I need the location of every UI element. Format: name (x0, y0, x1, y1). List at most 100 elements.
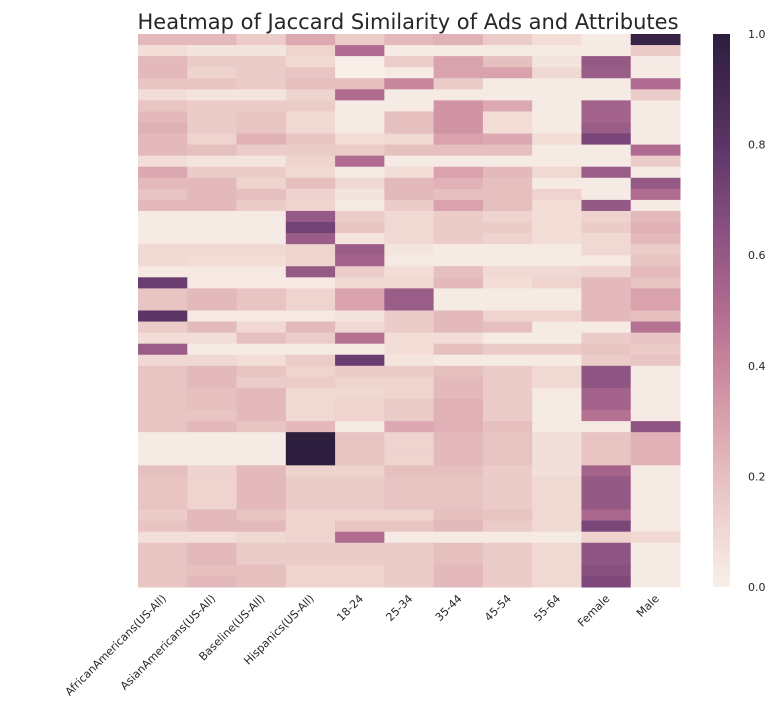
heatmap-cell (187, 487, 238, 500)
heatmap-cell (482, 432, 533, 444)
heatmap-cell (285, 299, 336, 311)
heatmap-cell (630, 111, 681, 123)
heatmap-cell (335, 100, 385, 112)
heatmap-cell (335, 410, 385, 422)
heatmap-cell (384, 277, 435, 289)
heatmap-cell (482, 122, 533, 135)
heatmap-cell (532, 144, 582, 157)
heatmap-cell (236, 244, 287, 256)
heatmap-cell (433, 553, 484, 566)
heatmap-cell (138, 255, 188, 267)
heatmap-cell (433, 56, 484, 68)
heatmap-cell (384, 575, 435, 588)
heatmap-cells (138, 34, 681, 588)
heatmap-cell (384, 398, 435, 411)
heatmap-cell (285, 100, 336, 112)
heatmap-cell (285, 542, 336, 555)
heatmap-cell (581, 509, 632, 522)
heatmap-cell (433, 410, 484, 422)
heatmap-cell (433, 332, 484, 345)
heatmap-cell (187, 255, 238, 267)
heatmap-cell (335, 78, 385, 90)
heatmap-cell (285, 432, 336, 444)
heatmap-cell (532, 410, 582, 422)
heatmap-cell (581, 299, 632, 311)
heatmap-cell (482, 266, 533, 278)
heatmap-cell (335, 45, 385, 57)
heatmap-cell (236, 89, 287, 101)
heatmap-cell (532, 432, 582, 444)
heatmap-cell (138, 210, 188, 223)
heatmap-cell (581, 45, 632, 57)
heatmap-cell (482, 89, 533, 101)
heatmap-cell (532, 122, 582, 135)
heatmap-cell (236, 100, 287, 112)
heatmap-cell (433, 244, 484, 256)
heatmap-cell (433, 288, 484, 300)
x-tick-label: Male (634, 592, 662, 620)
heatmap-cell (384, 244, 435, 256)
heatmap-cell (581, 288, 632, 300)
heatmap-cell (581, 89, 632, 101)
heatmap-cell (433, 564, 484, 577)
heatmap-cell (433, 210, 484, 223)
heatmap-cell (187, 133, 238, 146)
heatmap-cell (187, 222, 238, 234)
heatmap-cell (581, 144, 632, 157)
heatmap-cell (482, 133, 533, 146)
heatmap-cell (630, 321, 681, 334)
heatmap-cell (581, 222, 632, 234)
heatmap-cell (630, 188, 681, 201)
heatmap-cell (581, 56, 632, 68)
heatmap-cell (384, 144, 435, 157)
heatmap-cell (285, 365, 336, 378)
heatmap-cell (138, 89, 188, 101)
heatmap-cell (532, 465, 582, 477)
x-tick-label: 25-34 (384, 592, 416, 624)
heatmap-cell (187, 498, 238, 511)
heatmap-cell (335, 531, 385, 544)
heatmap-cell (285, 210, 336, 223)
heatmap-cell (138, 299, 188, 311)
heatmap-cell (482, 310, 533, 323)
heatmap-cell (285, 133, 336, 146)
heatmap-cell (138, 100, 188, 112)
heatmap-cell (335, 575, 385, 588)
heatmap-cell (384, 421, 435, 433)
heatmap-cell (384, 266, 435, 278)
heatmap-cell (138, 277, 188, 289)
heatmap-cell (236, 210, 287, 223)
heatmap-cell (236, 133, 287, 146)
heatmap-cell (532, 233, 582, 245)
heatmap-cell (630, 310, 681, 323)
heatmap-cell (285, 575, 336, 588)
heatmap-cell (433, 67, 484, 79)
heatmap-cell (187, 233, 238, 245)
heatmap-cell (630, 542, 681, 555)
heatmap-cell (581, 310, 632, 323)
heatmap-cell (630, 144, 681, 157)
heatmap-cell (285, 111, 336, 123)
heatmap-cell (236, 199, 287, 212)
heatmap-cell (532, 321, 582, 334)
heatmap-cell (138, 144, 188, 157)
heatmap-cell (384, 465, 435, 477)
heatmap-cell (187, 520, 238, 533)
heatmap-cell (630, 277, 681, 289)
heatmap-cell (581, 421, 632, 433)
heatmap-cell (532, 89, 582, 101)
heatmap-cell (285, 244, 336, 256)
heatmap-cell (285, 255, 336, 267)
heatmap-cell (138, 487, 188, 500)
heatmap-cell (532, 575, 582, 588)
heatmap-cell (335, 133, 385, 146)
heatmap-cell (335, 166, 385, 179)
heatmap-cell (138, 398, 188, 411)
heatmap-cell (532, 487, 582, 500)
heatmap-cell (285, 177, 336, 190)
heatmap-cell (384, 288, 435, 300)
heatmap-cell (630, 509, 681, 522)
heatmap-cell (285, 476, 336, 488)
heatmap-cell (138, 244, 188, 256)
heatmap-cell (384, 100, 435, 112)
